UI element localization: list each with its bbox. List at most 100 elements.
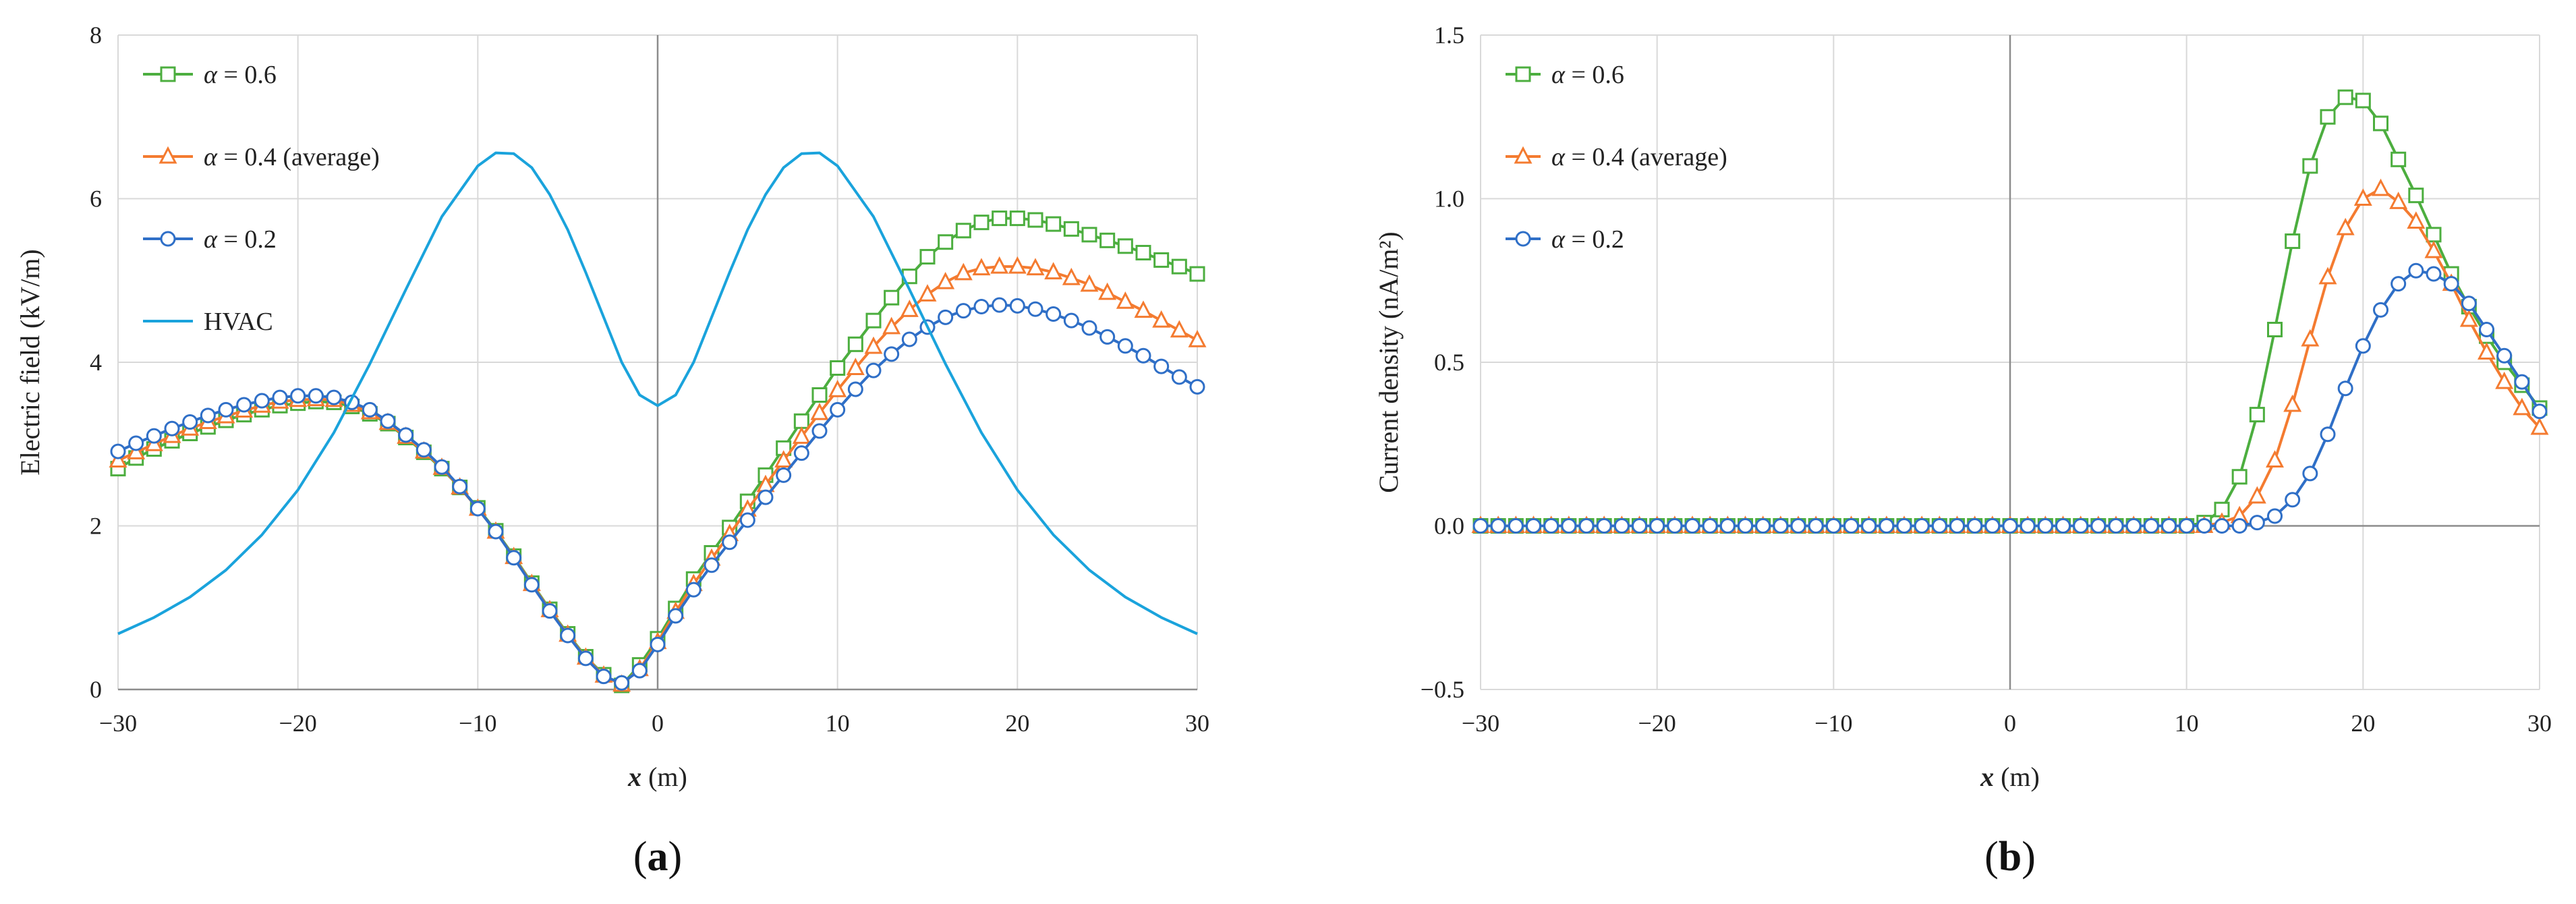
data-point [488,524,504,540]
data-point [972,258,991,276]
x-tick-label: −20 [279,710,317,737]
data-point [2531,403,2548,420]
data-point [2090,518,2107,534]
panel-label-letter: a [648,834,668,880]
data-point [2373,302,2388,318]
x-tick-label: −30 [1462,710,1499,737]
data-point [1843,518,1859,534]
legend-item: α = 0.2 [1506,225,1624,254]
data-point [254,393,270,409]
data-point [2479,322,2494,337]
data-point [1044,262,1063,280]
x-tick-label: 10 [826,710,850,737]
data-point [1171,369,1187,385]
data-point [2143,518,2159,534]
data-point [2408,188,2424,204]
data-point [668,608,684,624]
data-point [2426,266,2442,282]
data-point [2125,518,2142,534]
data-point [146,428,162,444]
chart-panel-a: −30 −20 −10 0 10 20 30 0 2 4 6 8 x (m) Electric field… [15,22,1209,880]
data-point [973,215,990,231]
data-point [1134,300,1153,318]
data-point [919,249,936,265]
legend-marker [1515,66,1531,82]
y-tick-label: 1.0 [1434,186,1464,213]
data-point [1984,518,2001,534]
x-tick-label: −30 [99,710,137,737]
data-point [865,312,882,329]
data-point [2214,518,2230,534]
data-point [596,669,612,685]
data-point [326,389,342,405]
y-tick-label: 4 [90,349,102,376]
data-point [469,501,486,517]
legend-label-text: HVAC [204,308,273,336]
legend-label-symbol: α [204,225,218,254]
x-axis-title: x (m) [1980,762,2040,792]
data-point [884,289,900,306]
data-point [722,534,738,550]
data-point [2530,417,2549,435]
data-point [757,489,774,505]
data-point [1026,258,1045,276]
data-point [2355,92,2371,109]
data-point [1135,347,1151,364]
data-point [774,450,793,468]
legend-label: α = 0.6 [1551,61,1624,89]
data-point [1009,298,1025,314]
x-tick-label: −10 [1814,710,1852,737]
data-point [2231,469,2248,485]
data-point [1632,518,1647,534]
panel-label-close: ) [668,834,683,880]
x-axis-title: x (m) [627,762,687,792]
data-point [830,360,846,376]
data-point [2320,426,2336,443]
data-point [2037,518,2053,534]
data-point [2318,266,2337,285]
data-point [776,467,792,483]
data-point [2353,188,2372,206]
x-tick-label: 10 [2175,710,2199,737]
data-point [2320,109,2336,125]
data-point [308,388,324,404]
data-point [200,407,216,424]
data-point [2496,347,2513,364]
legend-item: α = 0.4 (average) [1506,143,1727,171]
data-point [127,442,146,459]
data-point [811,423,828,439]
data-point [2514,374,2530,390]
legend-item: α = 0.4 (average) [143,143,380,171]
data-point [1543,518,1559,534]
panel-label-close: ) [2022,834,2036,880]
data-point [1046,306,1062,322]
data-point [739,512,755,528]
data-point [1613,518,1630,534]
data-point [990,256,1009,274]
data-point [1508,518,1524,534]
data-point [577,650,594,667]
data-point [2179,518,2195,534]
data-point [650,636,666,652]
x-tick-label: −10 [459,710,496,737]
data-point [1825,518,1841,534]
data-point [1189,266,1205,282]
data-point [1596,518,1612,534]
data-point [614,675,630,691]
data-point [1773,518,1789,534]
data-point [992,297,1008,313]
data-point [380,413,396,429]
data-point [1931,518,1947,534]
data-point [954,262,973,281]
data-point [847,381,863,397]
data-point [2426,227,2442,243]
data-point [1649,518,1665,534]
data-point [1949,518,1965,534]
data-point [2443,276,2459,292]
y-tick-label: 0.5 [1434,349,1464,376]
data-point [2337,380,2353,397]
data-point [1790,518,1806,534]
data-point [164,420,180,436]
legend-marker [159,146,177,164]
x-axis-title-symbol: x [627,762,641,792]
